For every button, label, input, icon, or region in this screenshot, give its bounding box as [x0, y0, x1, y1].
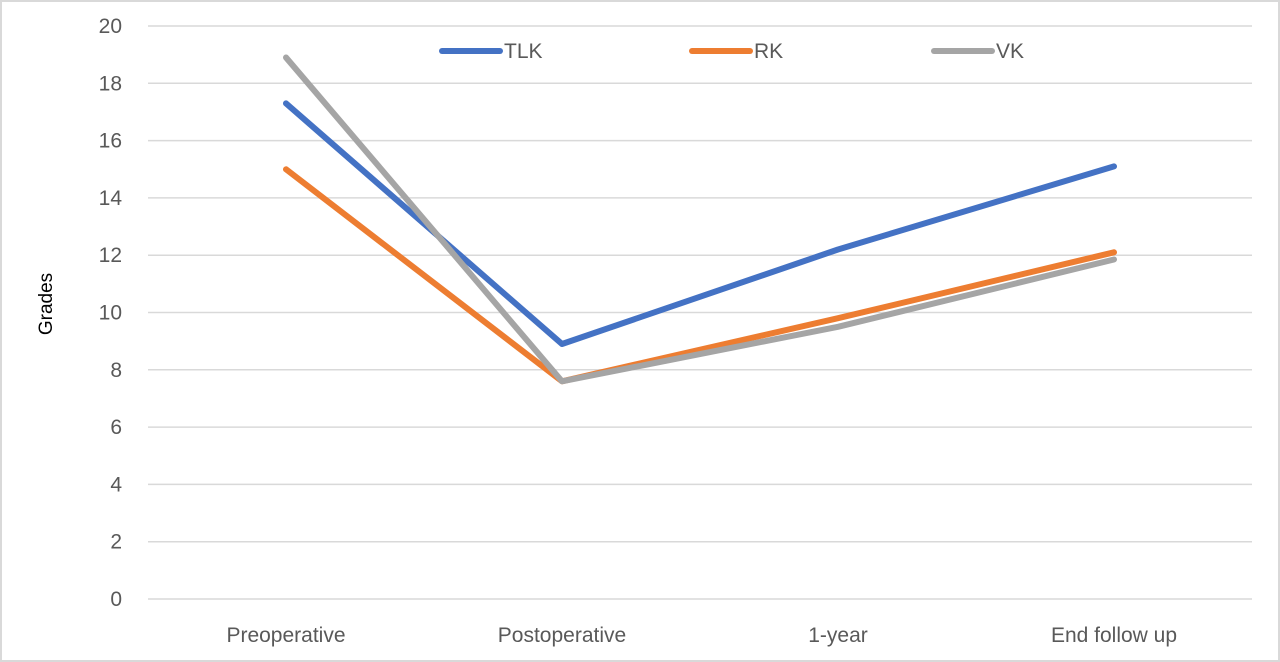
y-axis-ticks: 0 2 4 6 8 10 12 14 16 18 20	[99, 15, 123, 611]
legend-label: TLK	[504, 40, 543, 63]
grid-lines	[148, 25, 1252, 600]
y-axis-title: Grades	[36, 273, 57, 335]
legend-label: RK	[754, 40, 783, 63]
series-lines	[283, 54, 1117, 385]
legend-item-tlk: TLK	[439, 40, 543, 63]
y-tick-label: 4	[110, 473, 122, 496]
x-category-label: End follow up	[1051, 624, 1177, 647]
y-tick-label: 18	[99, 72, 122, 95]
x-category-label: Postoperative	[498, 624, 626, 647]
series-line-vk	[283, 54, 1117, 385]
x-category-label: 1-year	[808, 624, 868, 647]
y-tick-label: 12	[99, 244, 122, 267]
legend-item-rk: RK	[689, 40, 783, 63]
y-tick-label: 0	[110, 588, 122, 611]
y-tick-label: 20	[99, 15, 122, 38]
y-tick-label: 2	[110, 531, 122, 554]
y-tick-label: 10	[99, 302, 122, 325]
x-axis-categories: Preoperative Postoperative 1-year End follo…	[226, 624, 1177, 647]
y-tick-label: 14	[99, 187, 123, 210]
series-line-rk	[283, 166, 1117, 385]
legend: TLK RK VK	[439, 40, 1024, 63]
y-tick-label: 16	[99, 130, 122, 153]
legend-item-vk: VK	[931, 40, 1024, 63]
legend-label: VK	[996, 40, 1024, 63]
y-tick-label: 8	[110, 359, 122, 382]
y-tick-label: 6	[110, 416, 122, 439]
series-line-tlk	[283, 100, 1117, 347]
x-category-label: Preoperative	[226, 624, 345, 647]
